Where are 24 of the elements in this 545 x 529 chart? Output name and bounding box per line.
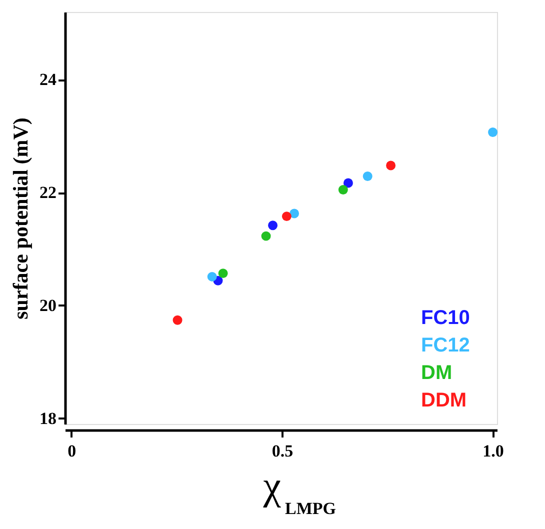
point bbox=[261, 231, 271, 241]
text: FC12 bbox=[421, 334, 470, 356]
y-axis-title: surface potential (mV) bbox=[8, 118, 32, 320]
text: DDM bbox=[421, 389, 467, 412]
point bbox=[290, 208, 300, 218]
text: FC10 bbox=[421, 306, 470, 329]
text: DM bbox=[421, 362, 452, 384]
y-tick-label: 24 bbox=[40, 70, 57, 90]
point bbox=[362, 172, 372, 181]
point bbox=[338, 185, 348, 195]
point bbox=[282, 212, 292, 222]
point bbox=[488, 127, 498, 137]
point bbox=[268, 220, 278, 230]
x-tick-label: 0.5 bbox=[272, 442, 294, 460]
y-tick-label: 20 bbox=[40, 296, 56, 315]
point bbox=[343, 178, 353, 188]
y-tick-label: 18 bbox=[40, 408, 56, 428]
point bbox=[207, 272, 217, 282]
point bbox=[172, 315, 182, 325]
point bbox=[218, 268, 228, 278]
x-tick-label: 0 bbox=[68, 442, 76, 460]
x-tick-label: 1.0 bbox=[482, 442, 504, 460]
y-tick-label: 22 bbox=[40, 183, 56, 202]
point bbox=[386, 160, 396, 170]
